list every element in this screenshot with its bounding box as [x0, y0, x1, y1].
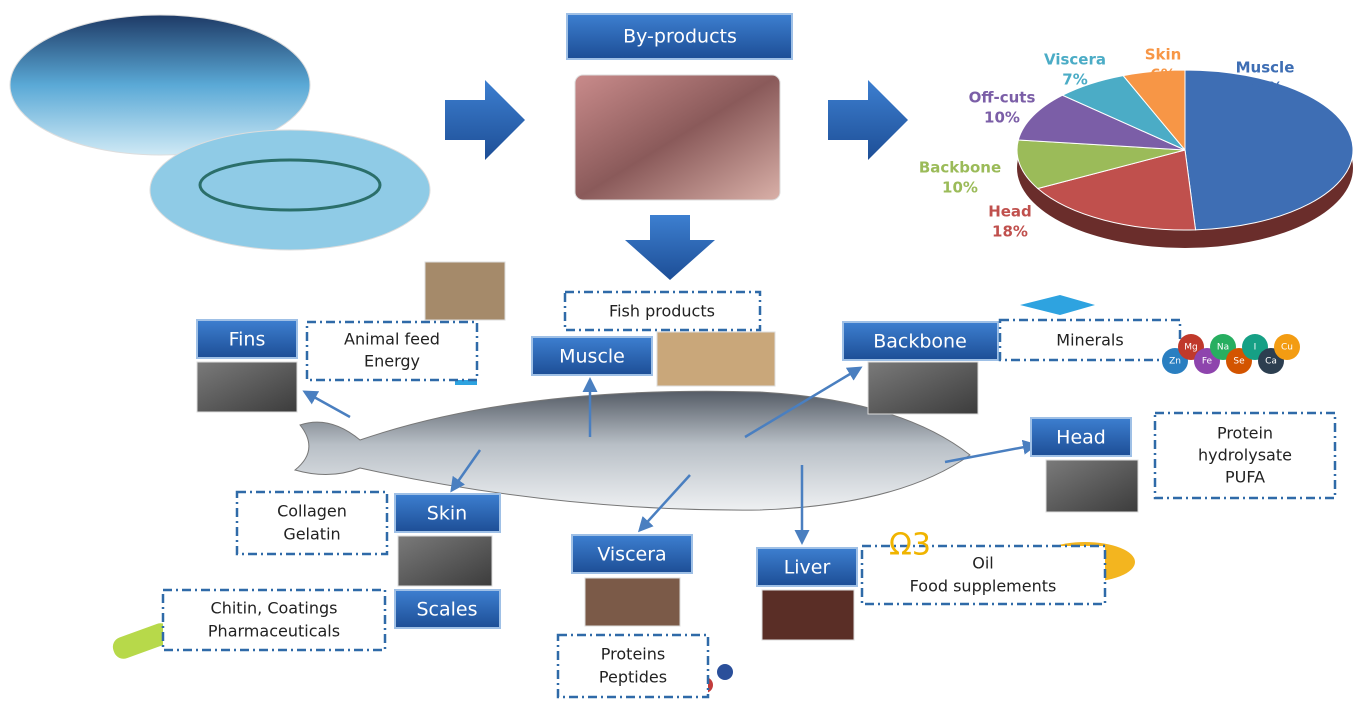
- part-label: Muscle: [559, 346, 625, 368]
- slice-name: Viscera: [1044, 51, 1106, 69]
- slice-name: Backbone: [919, 159, 1001, 177]
- peptide-dot: [717, 664, 733, 680]
- use-text: Pharmaceuticals: [208, 622, 340, 641]
- use-text: Peptides: [599, 668, 667, 687]
- mineral-symbol: Ca: [1265, 357, 1277, 367]
- flow-arrow: [625, 215, 715, 280]
- slice-value: 7%: [1062, 71, 1087, 89]
- animal-photo: [425, 262, 505, 320]
- part-label: Scales: [416, 599, 477, 621]
- slice-value: 49%: [1247, 79, 1283, 97]
- mineral-symbol: Cu: [1281, 343, 1293, 353]
- use-text: Food supplements: [910, 577, 1057, 596]
- use-text: Gelatin: [283, 525, 340, 544]
- use-text: Proteins: [601, 645, 665, 664]
- mineral-symbol: Mg: [1184, 343, 1197, 353]
- use-text: Animal feed: [344, 330, 440, 349]
- muscle-photo: [657, 332, 775, 386]
- flow-arrow: [828, 80, 908, 160]
- use-text: PUFA: [1225, 468, 1265, 487]
- mineral-symbol: Se: [1233, 357, 1245, 367]
- use-text: Minerals: [1056, 331, 1123, 350]
- use-text: Oil: [972, 554, 993, 573]
- slice-name: Off-cuts: [969, 89, 1036, 107]
- omega-icon: Ω3: [889, 528, 931, 563]
- slice-value: 10%: [984, 109, 1020, 127]
- fins-photo: [197, 362, 297, 412]
- use-text: Fish products: [609, 302, 715, 321]
- mineral-symbol: Zn: [1169, 357, 1181, 367]
- part-label: Liver: [784, 557, 831, 579]
- slice-name: Skin: [1145, 46, 1182, 64]
- byproduct-photo: [575, 75, 780, 200]
- slice-value: 6%: [1150, 66, 1175, 84]
- mineral-symbol: I: [1254, 343, 1257, 353]
- use-text: Protein: [1217, 424, 1273, 443]
- arrow: [305, 392, 350, 417]
- part-label: Fins: [229, 329, 266, 351]
- source-label: By-products: [623, 26, 737, 48]
- mineral-symbol: Fe: [1202, 357, 1213, 367]
- part-label: Skin: [427, 503, 467, 525]
- fish-bone-icon: [1020, 295, 1095, 315]
- cage-photo: [150, 130, 430, 250]
- part-label: Head: [1056, 427, 1106, 449]
- pie-chart: Muscle 49% Head 18% Backbone 10% Off-cuts 10% Vi…: [919, 46, 1353, 249]
- backbone-photo: [868, 362, 978, 414]
- head-photo: [1046, 460, 1138, 512]
- slice-value: 18%: [992, 223, 1028, 241]
- skin-photo: [398, 536, 492, 586]
- slice-name: Muscle: [1236, 59, 1295, 77]
- use-text: hydrolysate: [1198, 446, 1292, 465]
- part-label: Viscera: [597, 544, 666, 566]
- flow-arrow: [445, 80, 525, 160]
- slice-value: 10%: [942, 179, 978, 197]
- diagram: By-products Muscle 49% Head 18% Backbone 10% O…: [0, 0, 1353, 706]
- use-text: Energy: [364, 352, 420, 371]
- slice-name: Head: [988, 203, 1032, 221]
- viscera-photo: [585, 578, 680, 626]
- mineral-symbol: Na: [1217, 343, 1229, 353]
- use-text: Collagen: [277, 502, 347, 521]
- liver-photo: [762, 590, 854, 640]
- use-text: Chitin, Coatings: [211, 599, 338, 618]
- part-label: Backbone: [873, 331, 967, 353]
